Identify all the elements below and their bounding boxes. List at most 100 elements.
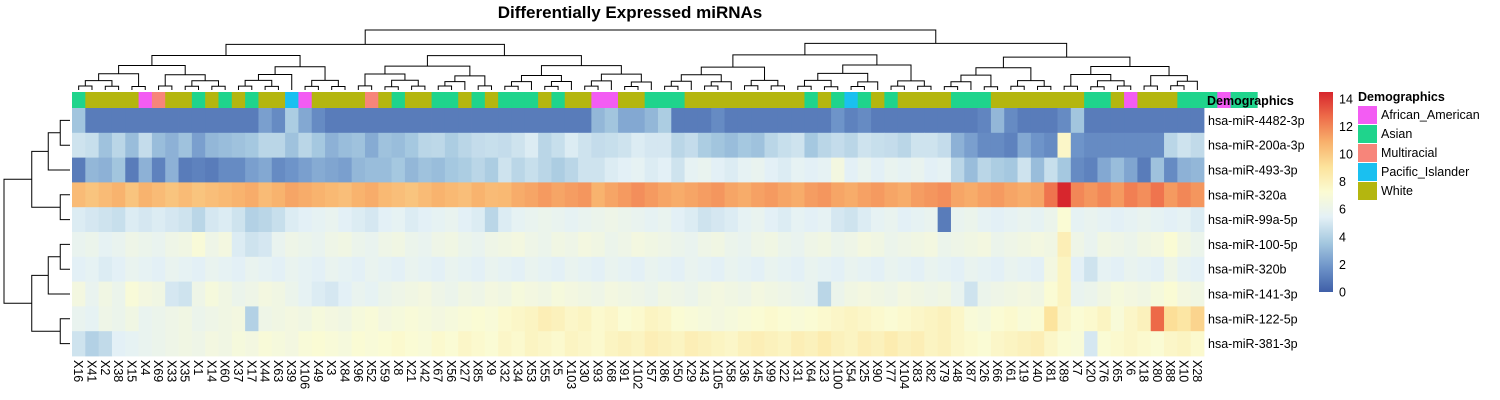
heatmap-cell [924, 232, 939, 258]
heatmap-cell [378, 281, 393, 307]
heatmap-cell [298, 157, 313, 183]
heatmap-cell [1124, 331, 1138, 357]
heatmap-cell [498, 306, 512, 332]
heatmap-cell [1137, 331, 1152, 357]
heatmap-cell [418, 132, 432, 158]
dendrogram-branch [59, 243, 70, 270]
heatmap-cell [604, 108, 619, 134]
heatmap-cell [72, 281, 86, 307]
legend-swatch [1358, 144, 1377, 162]
annotation-cell [871, 92, 885, 108]
heatmap-cell [1004, 108, 1018, 134]
heatmap-cell [604, 232, 619, 258]
heatmap-cell [1004, 331, 1018, 357]
column-label: X31 [790, 360, 804, 382]
heatmap-cell [1110, 306, 1125, 332]
heatmap-cell [751, 157, 765, 183]
heatmap-cell [1164, 256, 1178, 282]
heatmap-cell [551, 108, 566, 134]
column-label: X49 [311, 360, 325, 382]
heatmap-cell [1097, 331, 1112, 357]
heatmap-cell [72, 331, 86, 357]
column-label: X84 [338, 360, 352, 382]
heatmap-cell [817, 132, 832, 158]
heatmap-cell [1097, 132, 1112, 158]
heatmap-cell [1070, 132, 1085, 158]
annotation-cell [418, 92, 432, 108]
heatmap-cell [817, 281, 832, 307]
heatmap-cell [791, 182, 805, 208]
heatmap-cell [684, 157, 699, 183]
heatmap-cell [484, 281, 499, 307]
heatmap-cell [911, 132, 925, 158]
dendrogram-branch [1017, 80, 1045, 87]
heatmap-cell [1110, 207, 1125, 233]
heatmap-cell [538, 207, 552, 233]
heatmap-cell [1084, 157, 1098, 183]
heatmap-cell [311, 132, 326, 158]
annotation-cell [1097, 92, 1112, 108]
heatmap-cell [737, 281, 752, 307]
column-label: X76 [1097, 360, 1111, 382]
heatmap-cell [604, 132, 619, 158]
heatmap-cell [338, 157, 353, 183]
heatmap-cell [804, 232, 819, 258]
heatmap-cell [791, 157, 805, 183]
heatmap-cell [724, 281, 739, 307]
column-label: X10 [1177, 360, 1191, 382]
dendrogram-branch [1150, 75, 1188, 86]
heatmap-cell [218, 207, 233, 233]
annotation-cell [484, 92, 499, 108]
legend-swatch [1358, 182, 1377, 200]
heatmap-cell [1017, 306, 1032, 332]
heatmap-cell [897, 108, 912, 134]
color-scale-tick: 10 [1339, 148, 1353, 162]
heatmap-cell [791, 207, 805, 233]
heatmap-cell [524, 281, 539, 307]
column-label: X103 [564, 360, 578, 389]
column-label: X48 [950, 360, 964, 382]
row-label: hsa-miR-99a-5p [1208, 213, 1298, 227]
heatmap-cell [458, 157, 472, 183]
heatmap-cell [657, 182, 672, 208]
heatmap-cell [138, 182, 153, 208]
annotation-cell [724, 92, 739, 108]
heatmap-cell [604, 256, 619, 282]
heatmap-cell [471, 331, 486, 357]
heatmap-cell [325, 182, 339, 208]
heatmap-cell [231, 157, 246, 183]
dendrogram-branch [426, 55, 582, 67]
dendrogram-branch [477, 85, 493, 90]
color-scale-tick: 14 [1339, 92, 1353, 106]
heatmap-cell [631, 256, 646, 282]
heatmap-cell [604, 331, 619, 357]
dendrogram-branch [600, 73, 642, 83]
heatmap-cell [711, 157, 725, 183]
heatmap-cell [1137, 132, 1152, 158]
row-label: hsa-miR-4482-3p [1208, 114, 1305, 128]
heatmap-cell [871, 256, 885, 282]
column-label: X25 [857, 360, 871, 382]
heatmap-cell [338, 108, 353, 134]
heatmap-cell [564, 306, 579, 332]
heatmap-cell [644, 331, 659, 357]
heatmap-cell [404, 306, 419, 332]
dendrogram-branch [1176, 80, 1198, 90]
heatmap-cell [218, 331, 233, 357]
column-label: X39 [284, 360, 298, 382]
annotation-cell [737, 92, 752, 108]
annotation-cell [231, 92, 246, 108]
heatmap-cell [1004, 281, 1018, 307]
heatmap-cell [1110, 132, 1125, 158]
heatmap-cell [604, 306, 619, 332]
heatmap-cell [351, 207, 366, 233]
heatmap-cell [511, 207, 526, 233]
heatmap-cell [1124, 182, 1138, 208]
heatmap-cell [831, 182, 845, 208]
annotation-cell [178, 92, 193, 108]
heatmap-cell [911, 256, 925, 282]
row-label: hsa-miR-320a [1208, 188, 1287, 202]
heatmap-cell [591, 207, 606, 233]
column-label: X53 [524, 360, 538, 382]
heatmap-cell [697, 256, 712, 282]
